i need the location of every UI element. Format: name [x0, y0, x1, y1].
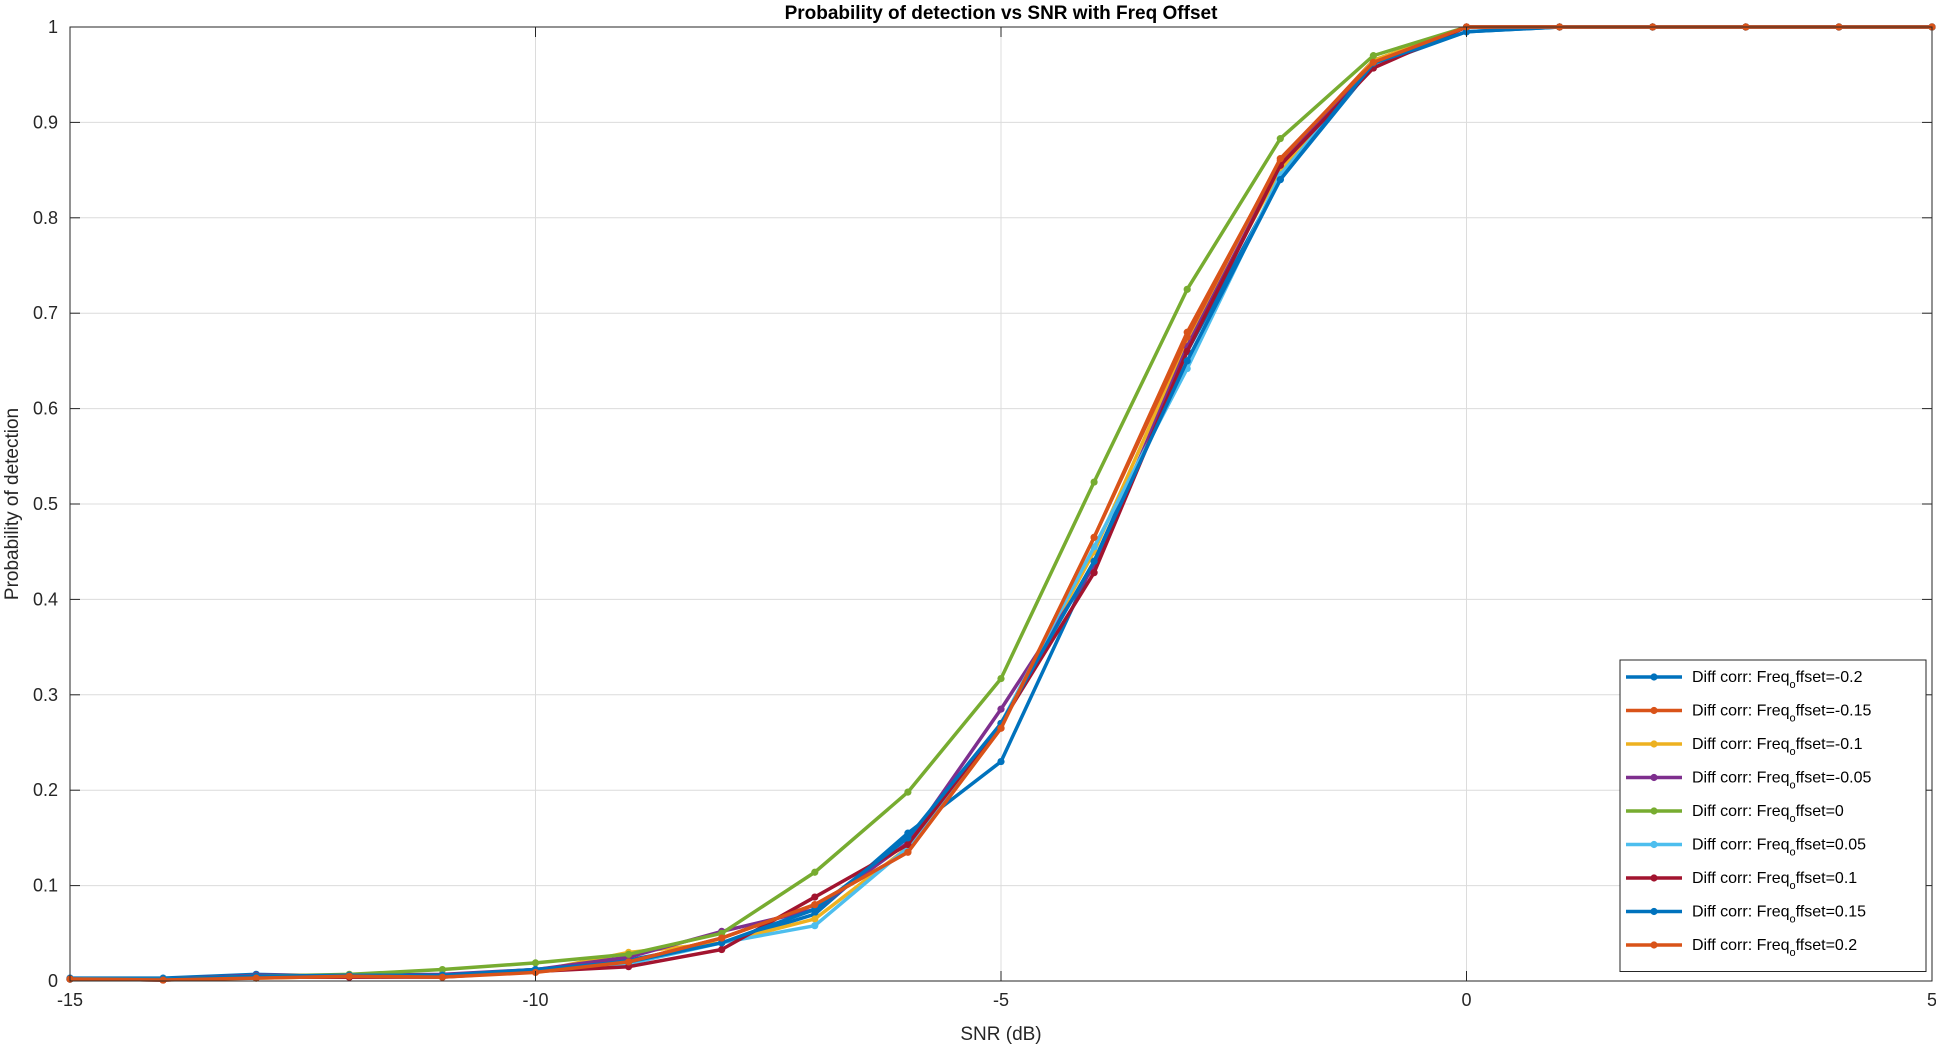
- data-point: [438, 973, 446, 981]
- y-tick-label: 0.8: [33, 208, 58, 228]
- data-point: [1276, 176, 1284, 184]
- data-point: [997, 674, 1005, 683]
- y-tick-label: 0.4: [33, 589, 58, 609]
- legend-item: Diff corr: Freqoffset=-0.1: [1626, 736, 1863, 758]
- x-tick-label: 5: [1927, 990, 1936, 1010]
- data-point: [1183, 333, 1191, 341]
- legend-swatch-marker: [1650, 840, 1658, 849]
- data-point: [1369, 52, 1377, 60]
- grid-lines: [69, 26, 1933, 982]
- legend-item: Diff corr: Freqoffset=-0.2: [1626, 669, 1863, 691]
- data-point: [904, 848, 912, 856]
- y-tick-label: 0.2: [33, 780, 58, 800]
- data-point: [252, 974, 260, 982]
- x-tick-label: -5: [993, 990, 1009, 1010]
- data-point: [625, 950, 633, 958]
- legend-swatch-marker: [1650, 907, 1658, 916]
- data-point: [997, 724, 1005, 732]
- legend-label: Diff corr: Freqoffset=-0.15: [1692, 703, 1871, 725]
- legend-swatch-marker: [1650, 673, 1658, 681]
- legend-item: Diff corr: Freqoffset=-0.05: [1626, 770, 1871, 792]
- legend-label: Diff corr: Freqoffset=0: [1692, 803, 1844, 825]
- axis-ticks: -15 -10 -5 0 5 0 0.1 0.2 0.3 0.4 0.5 0.6 0.7 0.8 0.9 1: [33, 17, 1936, 1010]
- data-point: [1090, 569, 1098, 577]
- data-point: [904, 840, 912, 849]
- data-point: [1090, 543, 1098, 551]
- legend-item: Diff corr: Freqoffset=0.15: [1626, 904, 1866, 926]
- data-point: [1183, 285, 1191, 293]
- y-tick-label: 0: [48, 971, 58, 991]
- data-point: [997, 757, 1005, 766]
- data-point: [438, 965, 446, 974]
- legend-swatch-marker: [1650, 807, 1658, 815]
- data-point: [1276, 135, 1284, 143]
- legend-swatch-marker: [1650, 941, 1658, 949]
- x-tick-label: 0: [1461, 990, 1471, 1010]
- legend-swatch-marker: [1650, 740, 1658, 748]
- data-point: [345, 972, 353, 980]
- legend-label: Diff corr: Freqoffset=-0.2: [1692, 669, 1863, 691]
- legend-swatch-marker: [1650, 874, 1658, 882]
- data-point: [1183, 357, 1191, 365]
- data-point: [1090, 557, 1098, 565]
- data-point: [904, 788, 912, 796]
- legend-swatch-marker: [1650, 773, 1658, 782]
- legend-label: Diff corr: Freqoffset=0.05: [1692, 837, 1866, 859]
- legend-item: Diff corr: Freqoffset=0: [1626, 803, 1844, 825]
- data-point: [1090, 478, 1098, 486]
- data-point: [997, 705, 1005, 713]
- data-point: [1369, 58, 1377, 66]
- legend-swatch-marker: [1650, 706, 1658, 715]
- legend-label: Diff corr: Freqoffset=0.2: [1692, 937, 1857, 959]
- x-tick-label: -10: [522, 990, 548, 1010]
- x-tick-label: -15: [57, 990, 83, 1010]
- data-point: [625, 958, 633, 966]
- y-tick-label: 0.3: [33, 685, 58, 705]
- y-tick-label: 0.7: [33, 303, 58, 323]
- data-point: [159, 976, 167, 984]
- y-tick-label: 0.1: [33, 876, 58, 896]
- data-point: [1183, 347, 1191, 355]
- data-point: [904, 834, 912, 842]
- legend-label: Diff corr: Freqoffset=-0.1: [1692, 736, 1863, 758]
- data-point: [718, 934, 726, 942]
- y-tick-label: 0.9: [33, 112, 58, 132]
- legend-label: Diff corr: Freqoffset=0.1: [1692, 870, 1857, 892]
- data-point: [718, 945, 726, 954]
- data-point: [811, 868, 819, 876]
- legend: Diff corr: Freqoffset=-0.2 Diff corr: Fre…: [1619, 659, 1927, 972]
- y-tick-label: 1: [48, 17, 58, 37]
- chart-title: Probability of detection vs SNR with Fre…: [785, 3, 1218, 24]
- legend-item: Diff corr: Freqoffset=-0.15: [1626, 703, 1871, 725]
- data-point: [811, 922, 819, 930]
- data-point: [811, 915, 819, 923]
- legend-item: Diff corr: Freqoffset=0.1: [1626, 870, 1857, 892]
- data-point: [811, 901, 819, 909]
- legend-item: Diff corr: Freqoffset=0.2: [1626, 937, 1857, 959]
- data-point: [1090, 533, 1098, 541]
- legend-item: Diff corr: Freqoffset=0.05: [1626, 837, 1866, 859]
- legend-label: Diff corr: Freqoffset=-0.05: [1692, 770, 1871, 792]
- data-point: [811, 893, 819, 901]
- y-tick-label: 0.6: [33, 399, 58, 419]
- legend-label: Diff corr: Freqoffset=0.15: [1692, 904, 1866, 926]
- data-point: [531, 959, 540, 967]
- x-axis-label: SNR (dB): [960, 1024, 1041, 1045]
- y-tick-label: 0.5: [33, 494, 58, 514]
- data-point: [1276, 155, 1284, 163]
- y-axis-label: Probability of detection: [2, 408, 23, 600]
